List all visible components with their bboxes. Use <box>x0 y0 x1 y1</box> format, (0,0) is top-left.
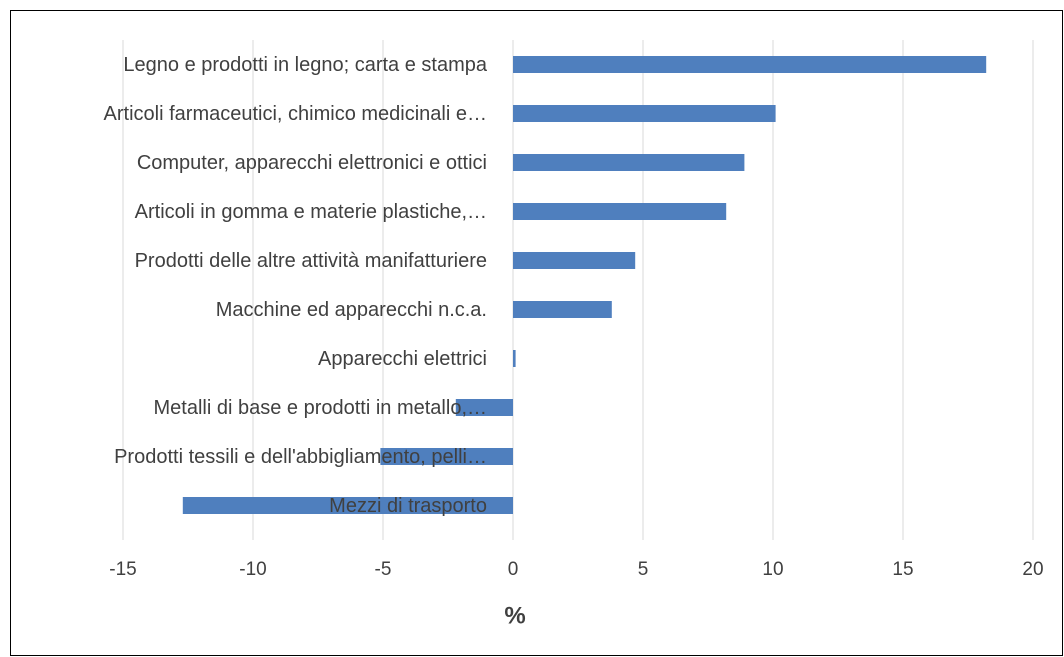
x-tick-label: -15 <box>109 559 136 580</box>
x-tick-label: -10 <box>239 559 266 580</box>
x-tick-label: 15 <box>892 559 913 580</box>
x-tick-label: -5 <box>375 559 392 580</box>
y-tick-label: Apparecchi elettrici <box>318 348 487 370</box>
bar <box>513 105 776 122</box>
y-tick-label: Legno e prodotti in legno; carta e stamp… <box>123 54 487 76</box>
y-tick-label: Metalli di base e prodotti in metallo,… <box>154 397 488 419</box>
y-tick-label: Articoli farmaceutici, chimico medicinal… <box>104 103 487 125</box>
y-tick-label: Macchine ed apparecchi n.c.a. <box>216 299 487 321</box>
y-tick-label: Prodotti tessili e dell'abbigliamento, p… <box>114 446 487 468</box>
bar <box>513 56 987 73</box>
bar <box>455 399 513 416</box>
bar <box>182 497 514 514</box>
bar <box>513 154 745 171</box>
bar <box>513 252 636 269</box>
x-tick-label: 20 <box>1022 559 1043 580</box>
y-tick-label: Computer, apparecchi elettronici e ottic… <box>137 152 487 174</box>
bar <box>513 350 516 367</box>
x-axis-title: % <box>504 602 525 629</box>
bar <box>513 203 727 220</box>
x-tick-label: 0 <box>508 559 519 580</box>
x-tick-label: 5 <box>638 559 649 580</box>
bar <box>380 448 513 465</box>
bar <box>513 301 612 318</box>
y-tick-label: Prodotti delle altre attività manifattur… <box>135 250 487 272</box>
y-tick-label: Mezzi di trasporto <box>329 495 487 517</box>
x-tick-label: 10 <box>762 559 783 580</box>
y-tick-label: Articoli in gomma e materie plastiche,… <box>135 201 487 223</box>
